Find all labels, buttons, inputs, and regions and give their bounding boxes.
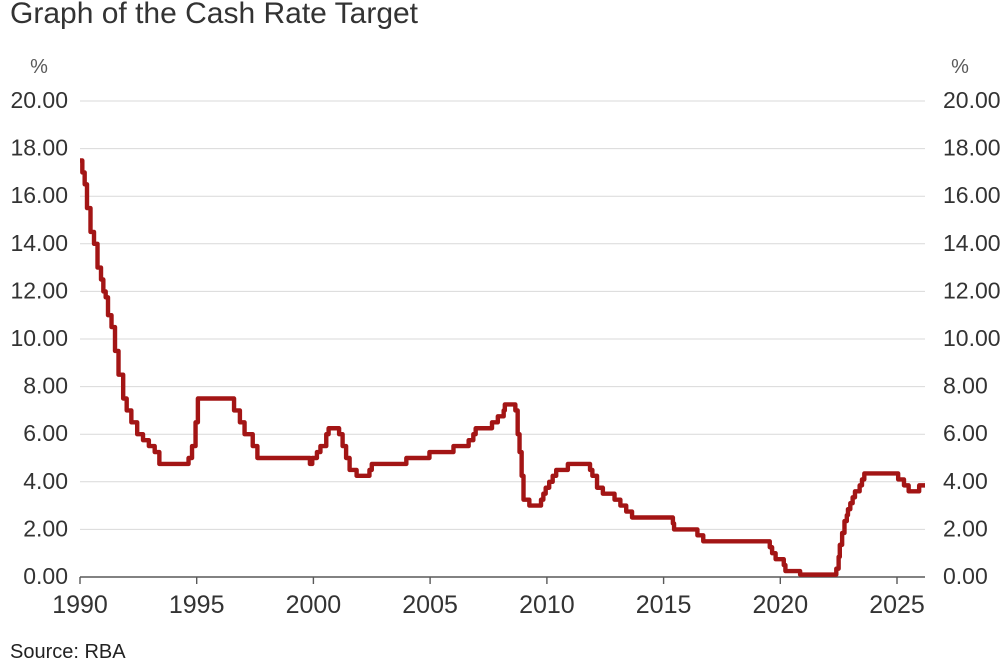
svg-text:14.00: 14.00 bbox=[943, 230, 1000, 256]
svg-text:10.00: 10.00 bbox=[943, 325, 1000, 351]
svg-text:16.00: 16.00 bbox=[943, 182, 1000, 208]
svg-text:20.00: 20.00 bbox=[943, 87, 1000, 113]
svg-text:4.00: 4.00 bbox=[943, 468, 988, 494]
svg-text:6.00: 6.00 bbox=[23, 420, 68, 446]
svg-text:20.00: 20.00 bbox=[10, 87, 68, 113]
svg-text:16.00: 16.00 bbox=[10, 182, 68, 208]
svg-text:2.00: 2.00 bbox=[23, 515, 68, 541]
svg-text:12.00: 12.00 bbox=[943, 277, 1000, 303]
svg-text:18.00: 18.00 bbox=[943, 135, 1000, 161]
svg-text:8.00: 8.00 bbox=[943, 373, 988, 399]
svg-text:2000: 2000 bbox=[286, 591, 342, 619]
svg-text:2005: 2005 bbox=[402, 591, 458, 619]
svg-text:2010: 2010 bbox=[519, 591, 575, 619]
svg-text:12.00: 12.00 bbox=[10, 277, 68, 303]
svg-text:%: % bbox=[30, 56, 48, 78]
svg-text:0.00: 0.00 bbox=[943, 563, 988, 589]
svg-text:4.00: 4.00 bbox=[23, 468, 68, 494]
svg-text:1990: 1990 bbox=[52, 591, 108, 619]
svg-text:2025: 2025 bbox=[869, 591, 925, 619]
svg-text:1995: 1995 bbox=[169, 591, 225, 619]
svg-text:0.00: 0.00 bbox=[23, 563, 68, 589]
svg-text:2.00: 2.00 bbox=[943, 515, 988, 541]
svg-text:6.00: 6.00 bbox=[943, 420, 988, 446]
svg-text:10.00: 10.00 bbox=[10, 325, 68, 351]
svg-text:8.00: 8.00 bbox=[23, 373, 68, 399]
svg-text:14.00: 14.00 bbox=[10, 230, 68, 256]
svg-text:%: % bbox=[951, 56, 969, 78]
svg-text:2015: 2015 bbox=[636, 591, 692, 619]
svg-text:18.00: 18.00 bbox=[10, 135, 68, 161]
svg-text:2020: 2020 bbox=[752, 591, 808, 619]
